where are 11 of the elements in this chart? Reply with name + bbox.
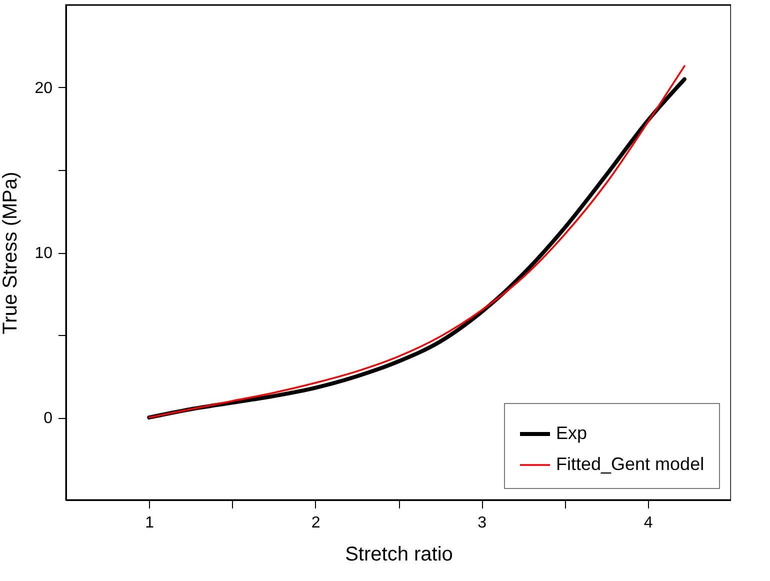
y-tick-label: 20 [34, 80, 53, 97]
x-axis-title: Stretch ratio [345, 544, 453, 566]
x-tick-label: 2 [311, 514, 320, 532]
legend-label: Exp [556, 423, 588, 443]
x-tick-label: 3 [478, 514, 487, 532]
y-tick-label: 0 [44, 410, 53, 427]
y-axis-title: True Stress (MPa) [0, 172, 22, 334]
x-tick-label: 4 [644, 514, 653, 532]
x-tick-label: 1 [145, 514, 154, 532]
y-tick-label: 10 [34, 245, 53, 262]
legend-label: Fitted_Gent model [556, 454, 704, 474]
